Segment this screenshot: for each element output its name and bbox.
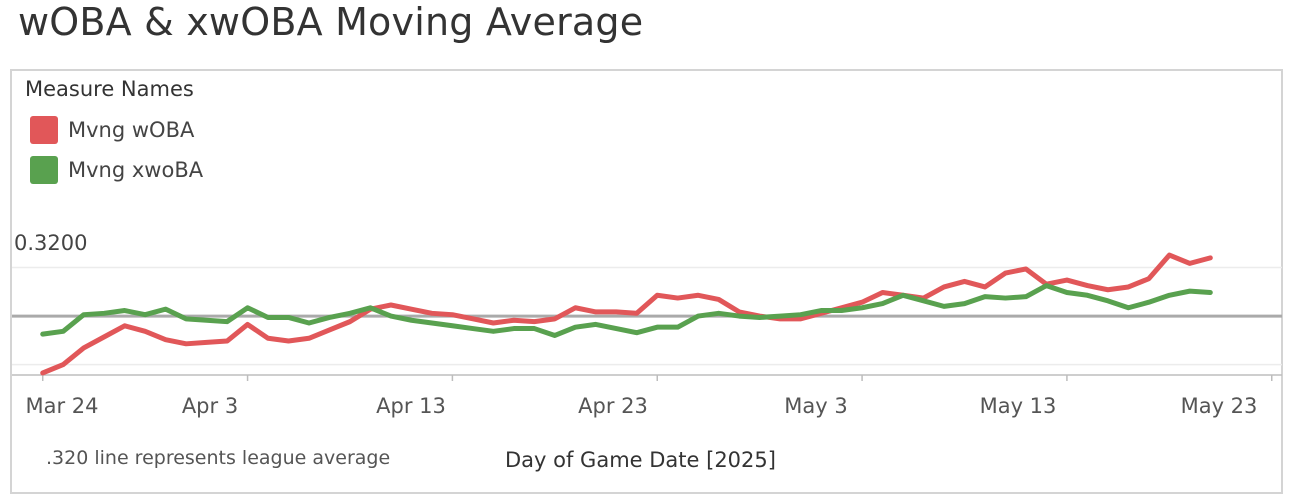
x-tick-label: Mar 24 bbox=[25, 394, 99, 418]
x-tick-label: May 3 bbox=[784, 394, 848, 418]
legend-swatch-xwoba bbox=[30, 156, 58, 184]
legend-item-xwoba[interactable]: Mvng xwoBA bbox=[30, 156, 203, 184]
reference-line-label: 0.3200 bbox=[14, 231, 88, 255]
legend-label-xwoba: Mvng xwoBA bbox=[68, 158, 204, 182]
legend-label-woba: Mvng wOBA bbox=[68, 118, 195, 142]
x-tick-label: Apr 13 bbox=[376, 394, 446, 418]
x-axis-label: Day of Game Date [2025] bbox=[505, 448, 776, 472]
legend-item-woba[interactable]: Mvng wOBA bbox=[30, 116, 194, 144]
legend-swatch-woba bbox=[30, 116, 58, 144]
x-tick-label: Apr 3 bbox=[181, 394, 239, 418]
x-tick-label: May 23 bbox=[1180, 394, 1258, 418]
series-line-woba[interactable] bbox=[40, 252, 1213, 376]
x-tick-label: May 13 bbox=[979, 394, 1057, 418]
legend-title: Measure Names bbox=[25, 77, 194, 101]
chart-title: wOBA & xwOBA Moving Average bbox=[18, 0, 644, 44]
footnote: .320 line represents league average bbox=[46, 447, 391, 469]
x-tick-label: Apr 23 bbox=[578, 394, 648, 418]
series-line-xwoba[interactable] bbox=[40, 283, 1213, 338]
